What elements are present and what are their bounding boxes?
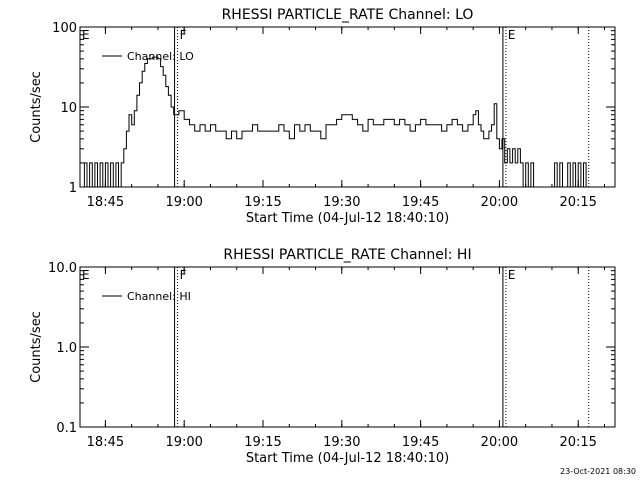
- x-axis-label-lo: Start Time (04-Jul-12 18:40:10): [246, 211, 449, 226]
- event-marker-label-hi: E: [508, 268, 516, 282]
- y-axis-label-hi: Counts/sec: [29, 311, 44, 383]
- x-tick-label-lo: 19:15: [244, 195, 281, 210]
- x-tick-label-lo: 20:00: [481, 195, 518, 210]
- chart-title-hi: RHESSI PARTICLE_RATE Channel: HI: [223, 247, 471, 263]
- series-line-lo-0: [80, 56, 592, 188]
- event-marker-label-hi: F: [180, 268, 187, 282]
- chart-title-lo: RHESSI PARTICLE_RATE Channel: LO: [222, 7, 474, 23]
- x-tick-label-hi: 19:45: [402, 435, 439, 450]
- x-axis-label-hi: Start Time (04-Jul-12 18:40:10): [246, 451, 449, 466]
- x-tick-label-hi: 20:15: [559, 435, 596, 450]
- panel-hi: RHESSI PARTICLE_RATE Channel: HI 18:45 19:…: [29, 247, 616, 466]
- event-marker-label-hi: E: [82, 268, 90, 282]
- legend-entry-lo: Channel: LO: [127, 50, 194, 63]
- y-tick-label-lo: 10: [60, 101, 77, 116]
- x-tick-label-hi: 20:00: [481, 435, 518, 450]
- x-tick-label-hi: 18:45: [87, 435, 124, 450]
- y-tick-label-lo: 1: [69, 181, 77, 196]
- x-tick-label-lo: 18:45: [87, 195, 124, 210]
- x-tick-label-hi: 19:30: [323, 435, 360, 450]
- y-axis-label-lo: Counts/sec: [29, 71, 44, 143]
- legend-entry-hi: Channel: HI: [127, 290, 191, 303]
- y-tick-label-hi: 1.0: [56, 341, 77, 356]
- x-tick-label-hi: 19:15: [244, 435, 281, 450]
- event-marker-label-lo: E: [508, 28, 516, 42]
- y-tick-label-hi: 0.1: [56, 421, 77, 436]
- event-marker-label-lo: F: [180, 28, 187, 42]
- y-tick-label-hi: 10.0: [48, 261, 77, 276]
- x-tick-label-lo: 19:30: [323, 195, 360, 210]
- x-tick-label-lo: 19:45: [402, 195, 439, 210]
- footer-timestamp: 23-Oct-2021 08:30: [560, 467, 636, 476]
- x-tick-label-lo: 20:15: [559, 195, 596, 210]
- x-tick-label-lo: 19:00: [165, 195, 202, 210]
- x-tick-label-hi: 19:00: [165, 435, 202, 450]
- event-marker-label-lo: E: [82, 28, 90, 42]
- panel-lo: RHESSI PARTICLE_RATE Channel: LO 18:45 19:…: [29, 7, 616, 226]
- y-tick-label-lo: 100: [52, 21, 77, 36]
